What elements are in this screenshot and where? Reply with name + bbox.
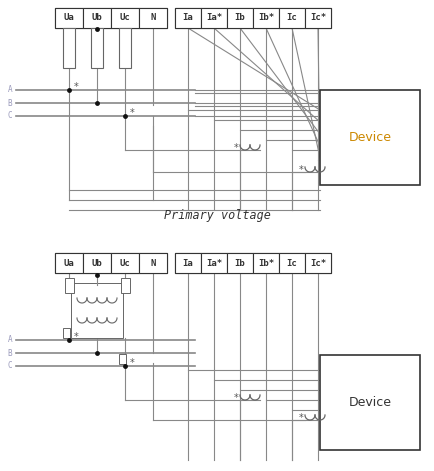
- Bar: [119, 28, 131, 68]
- Text: Ia: Ia: [183, 14, 194, 23]
- Text: A: A: [8, 86, 12, 95]
- Text: *: *: [299, 165, 303, 175]
- Bar: [305, 8, 331, 28]
- Text: Ub: Ub: [92, 14, 102, 23]
- Bar: [201, 253, 227, 273]
- Text: Device: Device: [349, 396, 391, 409]
- Text: N: N: [150, 14, 156, 23]
- Text: C: C: [8, 362, 12, 371]
- Text: Uc: Uc: [120, 14, 130, 23]
- Bar: [83, 253, 111, 273]
- Bar: [55, 8, 167, 28]
- Text: Ia*: Ia*: [206, 259, 222, 268]
- Text: Device: Device: [349, 131, 391, 144]
- Text: Ia: Ia: [183, 259, 194, 268]
- Bar: [305, 253, 331, 273]
- Bar: [139, 8, 167, 28]
- Bar: [175, 253, 331, 273]
- Bar: [175, 253, 201, 273]
- Text: C: C: [8, 112, 12, 121]
- Text: Ib*: Ib*: [258, 259, 274, 268]
- Text: *: *: [130, 108, 135, 118]
- Text: Uc: Uc: [120, 259, 130, 268]
- Bar: [83, 8, 111, 28]
- Bar: [63, 28, 75, 68]
- Bar: [175, 8, 201, 28]
- Text: Ic*: Ic*: [310, 14, 326, 23]
- Bar: [227, 253, 253, 273]
- Text: Ic*: Ic*: [310, 259, 326, 268]
- Bar: [227, 8, 253, 28]
- Bar: [118, 354, 125, 364]
- Text: Ub: Ub: [92, 259, 102, 268]
- Bar: [139, 253, 167, 273]
- Text: Ib: Ib: [235, 259, 245, 268]
- Text: Primary voltage: Primary voltage: [164, 209, 270, 221]
- Bar: [279, 8, 305, 28]
- Text: *: *: [299, 413, 303, 423]
- Text: B: B: [8, 98, 12, 107]
- Bar: [71, 283, 123, 338]
- Bar: [320, 355, 420, 450]
- Text: Ib: Ib: [235, 14, 245, 23]
- Bar: [111, 253, 139, 273]
- Bar: [65, 278, 73, 293]
- Text: Ic: Ic: [286, 14, 297, 23]
- Bar: [253, 8, 279, 28]
- Text: Ua: Ua: [64, 14, 74, 23]
- Text: Ia*: Ia*: [206, 14, 222, 23]
- Text: *: *: [130, 358, 135, 368]
- Bar: [62, 328, 69, 338]
- Bar: [55, 253, 83, 273]
- Bar: [121, 278, 129, 293]
- Text: B: B: [8, 349, 12, 357]
- Text: Ib*: Ib*: [258, 14, 274, 23]
- Bar: [111, 8, 139, 28]
- Bar: [55, 8, 83, 28]
- Text: *: *: [74, 332, 79, 342]
- Text: Ua: Ua: [64, 259, 74, 268]
- Text: N: N: [150, 259, 156, 268]
- Bar: [320, 90, 420, 185]
- Bar: [91, 28, 103, 68]
- Text: *: *: [233, 143, 238, 153]
- Bar: [55, 253, 167, 273]
- Text: *: *: [233, 393, 238, 403]
- Text: Ic: Ic: [286, 259, 297, 268]
- Bar: [201, 8, 227, 28]
- Text: *: *: [74, 82, 79, 92]
- Text: A: A: [8, 335, 12, 344]
- Bar: [175, 8, 331, 28]
- Bar: [279, 253, 305, 273]
- Bar: [253, 253, 279, 273]
